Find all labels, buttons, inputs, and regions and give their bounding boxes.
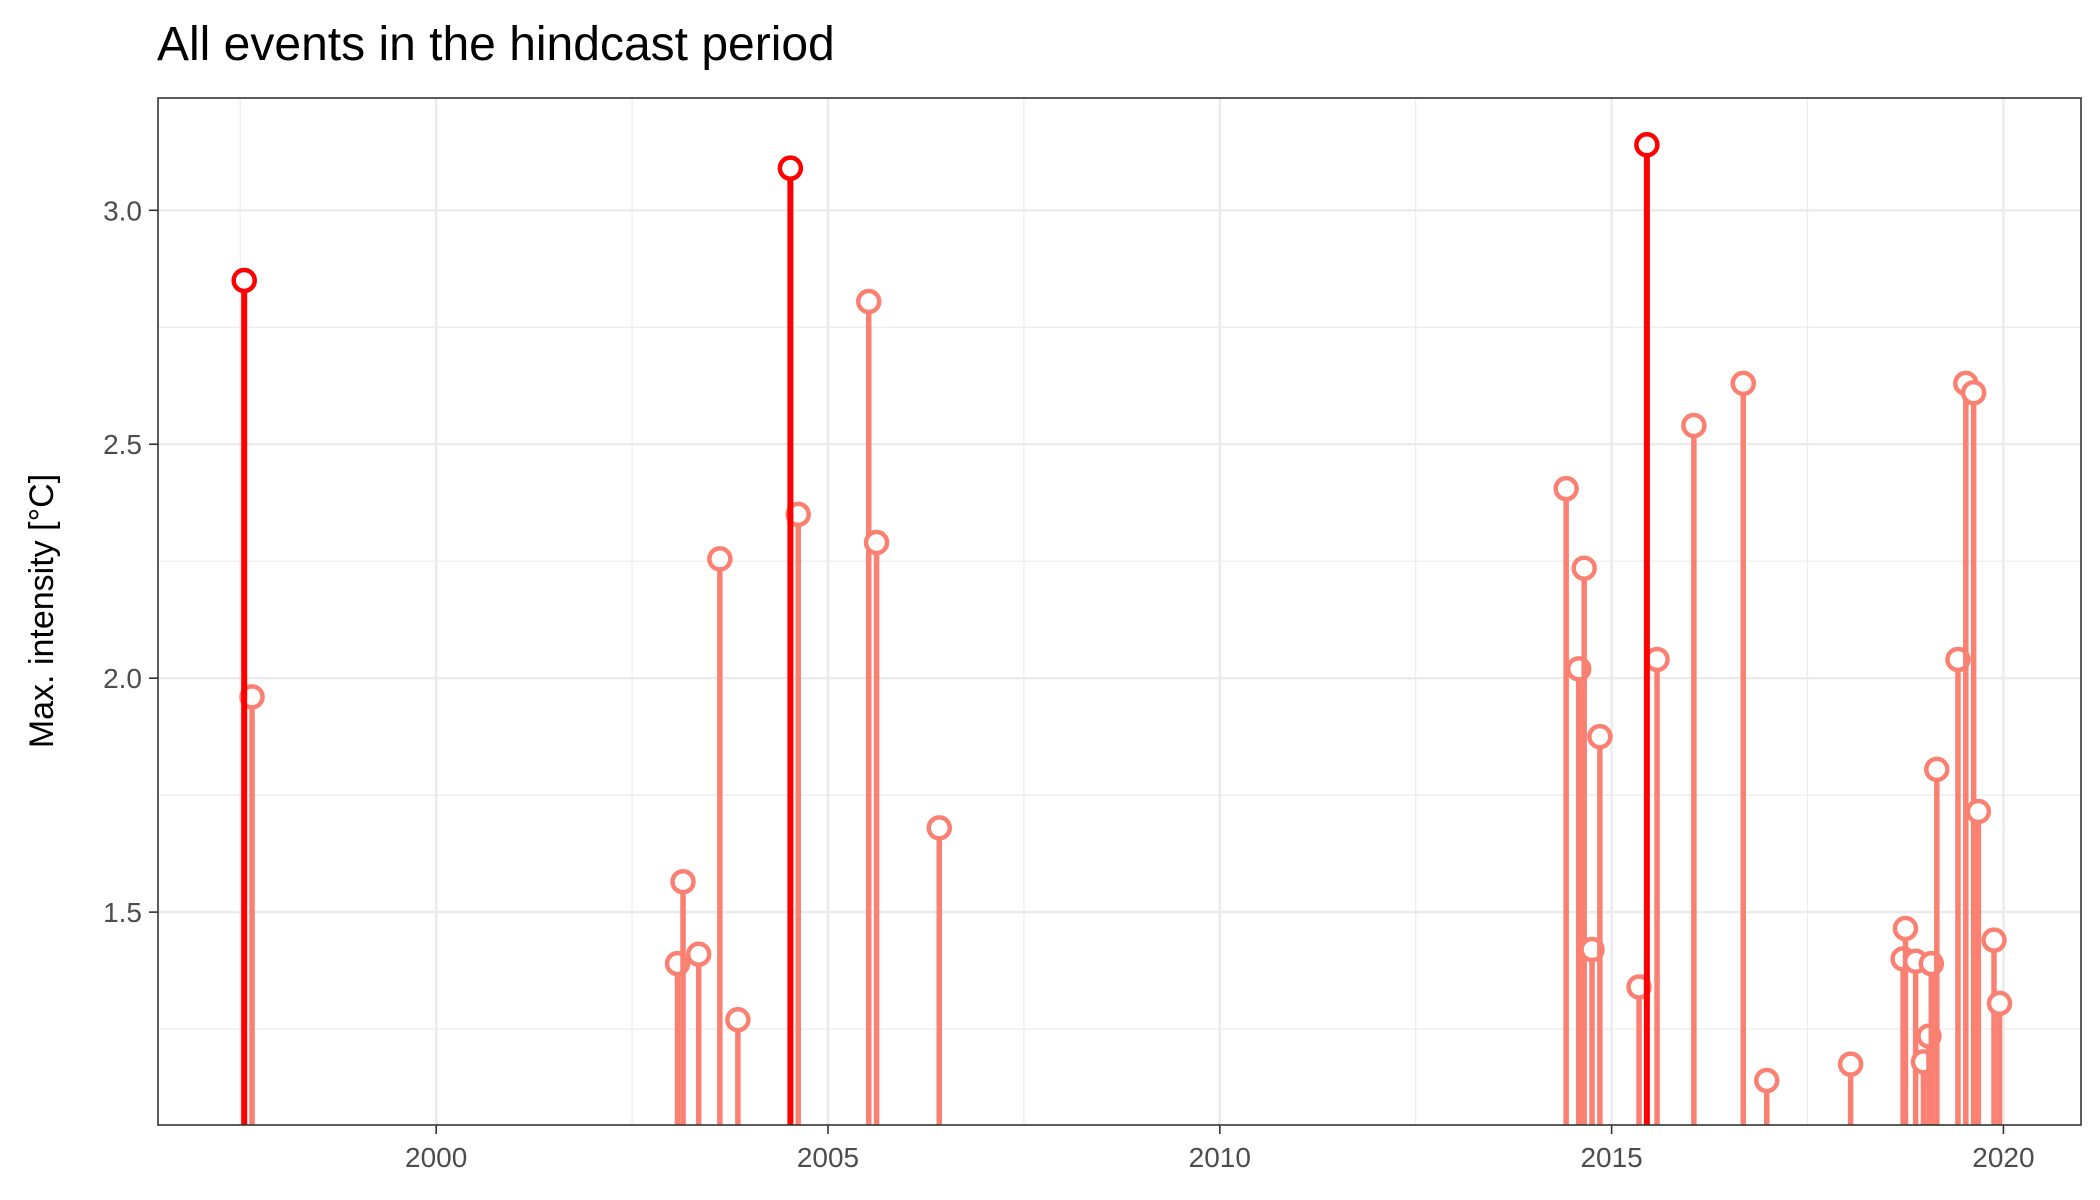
event — [1681, 412, 1707, 1125]
event-point — [1960, 380, 1987, 406]
event — [1960, 380, 1987, 1125]
events-layer — [231, 132, 2013, 1125]
event — [1837, 1051, 1864, 1125]
event-point — [231, 267, 257, 294]
event — [863, 529, 890, 1125]
grid-layer — [158, 98, 2081, 1125]
event — [1981, 927, 2007, 1125]
event — [707, 546, 733, 1125]
event-point — [1986, 990, 2013, 1017]
event — [685, 941, 712, 1125]
chart-title: All events in the hindcast period — [157, 18, 835, 71]
event — [1587, 723, 1613, 1125]
event — [725, 1006, 751, 1125]
event-point — [1924, 756, 1950, 783]
event-point — [1754, 1067, 1780, 1094]
event-point — [1892, 915, 1919, 942]
event — [855, 288, 882, 1125]
event — [670, 868, 696, 1125]
y-tick-label: 1.5 — [103, 897, 142, 928]
event-point — [1571, 555, 1597, 581]
highlight-event — [231, 267, 257, 1125]
x-tick-label: 2005 — [797, 1142, 859, 1173]
event-point — [685, 941, 712, 967]
event-point — [725, 1006, 751, 1033]
event — [1902, 948, 1929, 1125]
event-point — [926, 815, 953, 841]
y-axis-label: Max. intensity [°C] — [23, 474, 61, 748]
event — [1965, 798, 1992, 1125]
event-point — [777, 155, 804, 181]
x-tick-label: 2015 — [1580, 1142, 1642, 1173]
event — [1986, 990, 2013, 1125]
event — [1730, 370, 1757, 1125]
event — [926, 815, 953, 1125]
event-point — [1681, 412, 1707, 439]
y-tick-label: 3.0 — [103, 195, 142, 226]
y-tick-label: 2.0 — [103, 663, 142, 694]
event — [1924, 756, 1950, 1125]
event-point — [1981, 927, 2007, 953]
event-point — [1965, 798, 1992, 825]
panel-border — [157, 97, 2082, 1126]
highlight-event — [777, 155, 804, 1125]
event-point — [1837, 1051, 1864, 1077]
event-point — [1634, 132, 1660, 158]
event — [1754, 1067, 1780, 1125]
event-point — [1730, 370, 1757, 397]
event-point — [1553, 475, 1579, 502]
highlight-event — [1634, 132, 1660, 1125]
event — [1571, 555, 1597, 1125]
event-point — [855, 288, 882, 315]
y-tick-label: 2.5 — [103, 429, 142, 460]
event-point — [670, 868, 696, 895]
event-point — [707, 546, 733, 572]
event-point — [1587, 723, 1613, 750]
x-tick-label: 2000 — [405, 1142, 467, 1173]
event-point — [863, 529, 890, 556]
axes-layer: 2000 2005 2010 2015 2020 1.5 2.0 2.5 3.0 — [103, 195, 2035, 1173]
x-tick-label: 2010 — [1189, 1142, 1251, 1173]
event — [1553, 475, 1579, 1125]
x-tick-label: 2020 — [1972, 1142, 2034, 1173]
